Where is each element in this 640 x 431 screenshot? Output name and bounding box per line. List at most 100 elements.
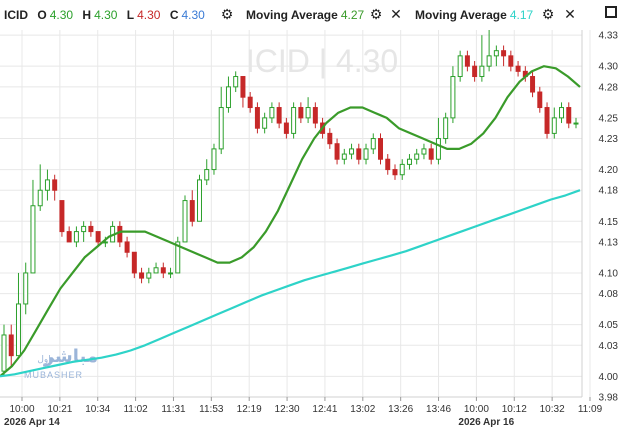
y-tick-label: 4.03 bbox=[599, 341, 619, 352]
date-label: 2026 Apr 16 bbox=[458, 417, 514, 428]
candle-down bbox=[52, 179, 58, 191]
candle-down bbox=[59, 200, 65, 233]
settings-gear-icon[interactable]: ⚙ bbox=[369, 6, 383, 22]
candle-up bbox=[349, 148, 355, 155]
candle-down bbox=[566, 107, 572, 124]
settings-gear-icon[interactable]: ⚙ bbox=[220, 6, 234, 22]
ohlc-readout: ICID O 4.30 H 4.30 L 4.30 C 4.30 bbox=[4, 7, 205, 23]
candle-up bbox=[399, 163, 405, 176]
candle-up bbox=[153, 267, 159, 274]
x-tick-label: 10:32 bbox=[540, 404, 565, 415]
candle-down bbox=[537, 91, 543, 109]
y-tick-label: 4.20 bbox=[599, 165, 619, 176]
candle-down bbox=[88, 225, 94, 233]
ma2-value: 4.17 bbox=[509, 8, 534, 22]
candle-down bbox=[247, 96, 253, 109]
candle-down bbox=[472, 65, 478, 78]
candle-down bbox=[240, 76, 246, 98]
x-tick-label: 13:02 bbox=[350, 404, 375, 415]
grid bbox=[0, 30, 591, 398]
y-tick-label: 4.15 bbox=[599, 217, 619, 228]
x-tick-label: 10:34 bbox=[85, 404, 110, 415]
candle-down bbox=[334, 143, 340, 160]
candle-down bbox=[464, 55, 470, 67]
candle-down bbox=[276, 107, 282, 124]
candle-up bbox=[175, 241, 181, 274]
candle-down bbox=[544, 107, 550, 134]
close-x-icon[interactable]: ✕ bbox=[564, 6, 576, 22]
candle-up bbox=[146, 272, 152, 279]
ma2-legend: Moving Average 4.17 bbox=[415, 7, 533, 23]
y-tick-label: 4.00 bbox=[599, 372, 619, 383]
candle-up bbox=[15, 303, 21, 357]
mubasher-logo: مباشر تداول MUBASHER bbox=[24, 346, 98, 380]
ma1-line bbox=[0, 65, 581, 378]
candle-down bbox=[117, 225, 123, 243]
high-value: 4.30 bbox=[94, 8, 118, 22]
candle-down bbox=[131, 251, 137, 274]
candle-up bbox=[406, 158, 412, 165]
ma1-value: 4.27 bbox=[340, 8, 365, 22]
candle-down bbox=[327, 132, 333, 145]
candle-down bbox=[356, 148, 362, 160]
candle-up bbox=[30, 205, 36, 274]
candle-down bbox=[95, 231, 101, 243]
candle-down bbox=[124, 241, 130, 253]
candle-up bbox=[493, 50, 499, 57]
candle-up bbox=[421, 148, 427, 155]
low-label: L bbox=[126, 8, 135, 22]
candle-up bbox=[262, 117, 268, 129]
y-tick-label: 3.98 bbox=[599, 393, 619, 404]
candle-down bbox=[392, 169, 398, 176]
x-tick-label: 10:12 bbox=[502, 404, 527, 415]
candle-up bbox=[363, 148, 369, 160]
low-value: 4.30 bbox=[137, 8, 161, 22]
logo-latin: MUBASHER bbox=[24, 370, 83, 380]
logo-arabic-small: تداول bbox=[37, 355, 58, 365]
candle-up bbox=[1, 334, 7, 372]
ma2-line bbox=[0, 189, 581, 378]
ma1-label: Moving Average bbox=[246, 8, 338, 22]
square-icon[interactable] bbox=[605, 6, 617, 18]
x-tick-label: 10:00 bbox=[464, 404, 489, 415]
x-tick-label: 10:21 bbox=[47, 404, 72, 415]
candle-down bbox=[8, 334, 14, 357]
candle-up bbox=[370, 138, 376, 150]
settings-gear-icon[interactable]: ⚙ bbox=[541, 6, 555, 22]
candle-down bbox=[501, 50, 507, 57]
y-tick-label: 4.25 bbox=[599, 113, 619, 124]
candle-down bbox=[515, 65, 521, 72]
open-value: 4.30 bbox=[49, 8, 74, 22]
y-tick-label: 4.13 bbox=[599, 237, 619, 248]
candle-up bbox=[435, 138, 441, 160]
candle-down bbox=[66, 231, 72, 243]
watermark-text: ICID | 4.30 bbox=[246, 43, 398, 79]
x-tick-label: 13:26 bbox=[388, 404, 413, 415]
candle-up bbox=[182, 200, 188, 243]
candle-up bbox=[457, 55, 463, 78]
candle-up bbox=[414, 153, 420, 160]
candle-down bbox=[139, 272, 145, 279]
x-tick-label: 11:09 bbox=[578, 404, 603, 415]
candle-down bbox=[385, 158, 391, 171]
candle-up bbox=[23, 272, 29, 305]
y-tick-label: 4.18 bbox=[599, 186, 619, 197]
close-value: 4.30 bbox=[181, 8, 205, 22]
candle-up bbox=[37, 189, 43, 207]
legend-bar: ICID O 4.30 H 4.30 L 4.30 C 4.30 ⚙ Moving Av… bbox=[0, 0, 640, 30]
candle-up bbox=[211, 148, 217, 171]
x-tick-label: 12:30 bbox=[275, 404, 300, 415]
x-tick-label: 13:46 bbox=[426, 404, 451, 415]
candle-up bbox=[291, 107, 297, 134]
candle-up bbox=[305, 107, 311, 119]
candle-down bbox=[378, 138, 383, 160]
candle-up bbox=[73, 231, 79, 243]
x-tick-label: 11:53 bbox=[199, 404, 224, 415]
candle-up bbox=[450, 76, 456, 119]
close-x-icon[interactable]: ✕ bbox=[390, 6, 402, 22]
close-label: C bbox=[169, 8, 179, 22]
candle-up bbox=[197, 179, 202, 222]
candle-up bbox=[81, 225, 87, 233]
candle-up bbox=[443, 117, 449, 140]
